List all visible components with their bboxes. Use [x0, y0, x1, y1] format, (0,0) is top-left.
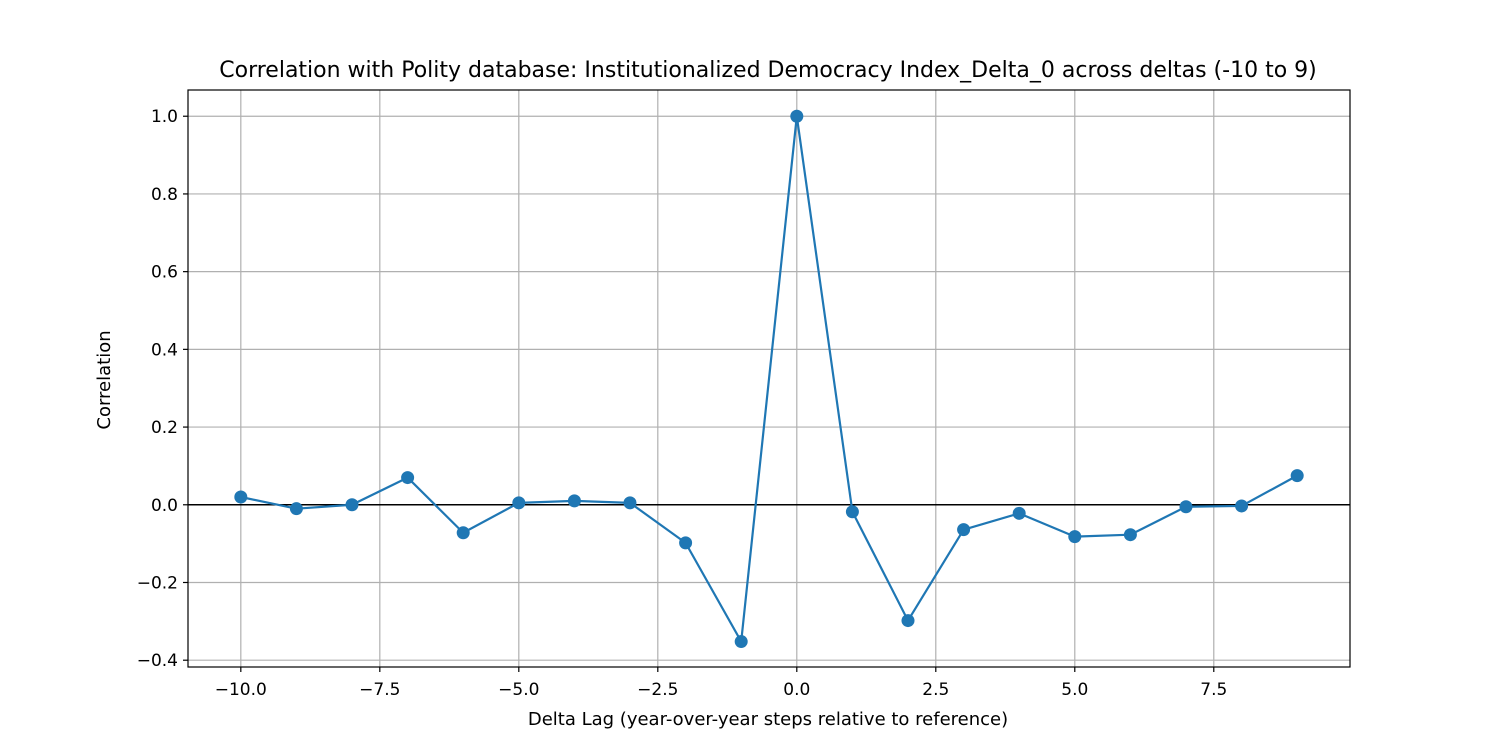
x-tick-label: −2.5	[637, 680, 678, 700]
data-point	[957, 523, 971, 537]
data-point	[845, 505, 859, 519]
data-point	[1179, 500, 1193, 514]
y-tick-label: 0.6	[151, 263, 178, 283]
data-point	[790, 109, 804, 123]
chart-title: Correlation with Polity database: Instit…	[219, 58, 1316, 83]
y-tick-label: 0.8	[151, 185, 178, 205]
y-tick-label: −0.2	[137, 573, 178, 593]
data-point	[679, 536, 693, 550]
x-axis-label: Delta Lag (year-over-year steps relative…	[528, 709, 1008, 730]
data-point	[623, 496, 637, 510]
data-point	[234, 490, 248, 504]
y-tick-label: 0.0	[151, 496, 178, 516]
data-point	[1068, 530, 1082, 544]
x-axis-ticks: −10.0 −7.5 −5.0 −2.5 0.0 2.5 5.0 7.5	[215, 667, 1227, 700]
x-tick-label: 2.5	[922, 680, 949, 700]
x-tick-label: 5.0	[1061, 680, 1088, 700]
data-point	[345, 498, 359, 512]
data-point	[901, 614, 915, 628]
x-tick-label: −10.0	[215, 680, 267, 700]
y-tick-label: 0.4	[151, 340, 178, 360]
y-tick-label: 0.2	[151, 418, 178, 438]
data-point	[512, 496, 526, 510]
data-point	[1012, 506, 1026, 520]
data-point	[734, 635, 748, 649]
plot-frame	[187, 89, 1351, 668]
series-layer	[234, 109, 1304, 649]
series-line	[240, 115, 1298, 643]
y-tick-label: −0.4	[137, 651, 178, 671]
x-tick-label: −5.0	[498, 680, 539, 700]
x-tick-label: 0.0	[783, 680, 810, 700]
x-tick-label: 7.5	[1200, 680, 1227, 700]
data-point	[1290, 469, 1304, 483]
data-point	[456, 526, 470, 540]
y-axis-label: Correlation	[94, 330, 115, 429]
x-tick-label: −7.5	[359, 680, 400, 700]
data-point	[567, 494, 581, 508]
y-axis-ticks: −0.4 −0.2 0.0 0.2 0.4 0.6 0.8 1.0	[137, 107, 188, 671]
data-point	[401, 471, 415, 485]
data-point	[1123, 528, 1137, 542]
data-point	[1235, 499, 1249, 513]
y-tick-label: 1.0	[151, 107, 178, 127]
data-point	[289, 502, 303, 516]
